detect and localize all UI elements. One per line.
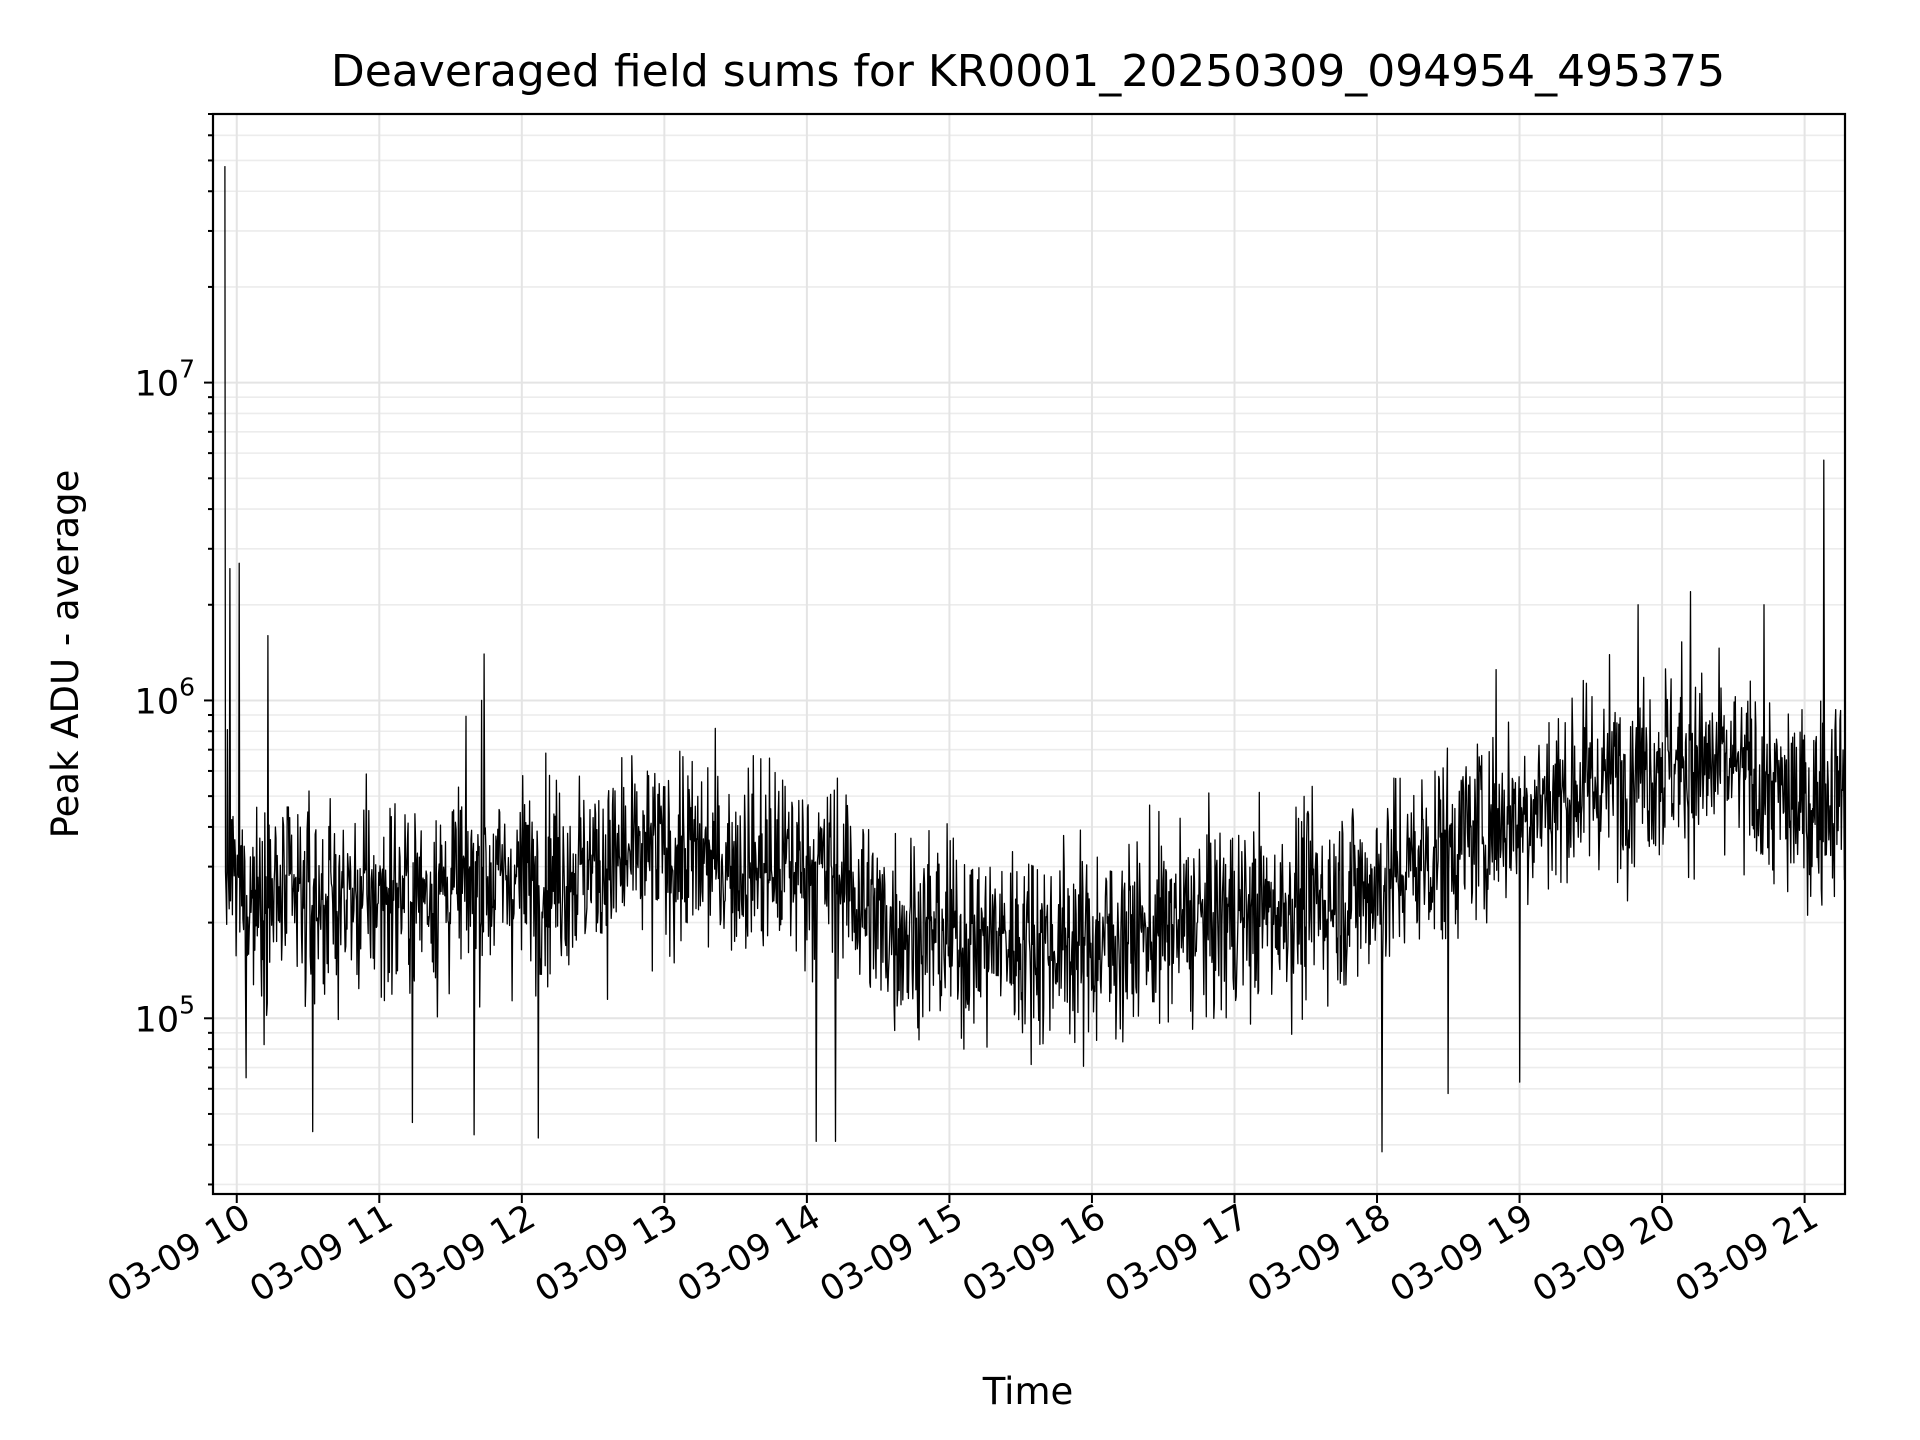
y-tick-base: 10	[135, 365, 180, 405]
y-axis-label: Peak ADU - average	[44, 470, 87, 839]
plot-frame	[211, 112, 1847, 1196]
y-tick-exponent: 7	[179, 355, 195, 384]
y-tick-exponent: 6	[179, 672, 195, 701]
y-tick-base: 10	[135, 682, 180, 722]
series-line	[224, 166, 1846, 1153]
chart-title: Deaveraged field sums for KR0001_2025030…	[331, 46, 1725, 97]
y-tick-label: 106	[135, 672, 195, 722]
y-tick-base: 10	[135, 1000, 180, 1040]
y-tick-label: 107	[135, 355, 195, 405]
x-axis-label: Time	[982, 1370, 1074, 1413]
y-tick-label: 105	[135, 990, 195, 1040]
data-series	[224, 166, 1846, 1153]
y-tick-exponent: 5	[179, 990, 195, 1019]
